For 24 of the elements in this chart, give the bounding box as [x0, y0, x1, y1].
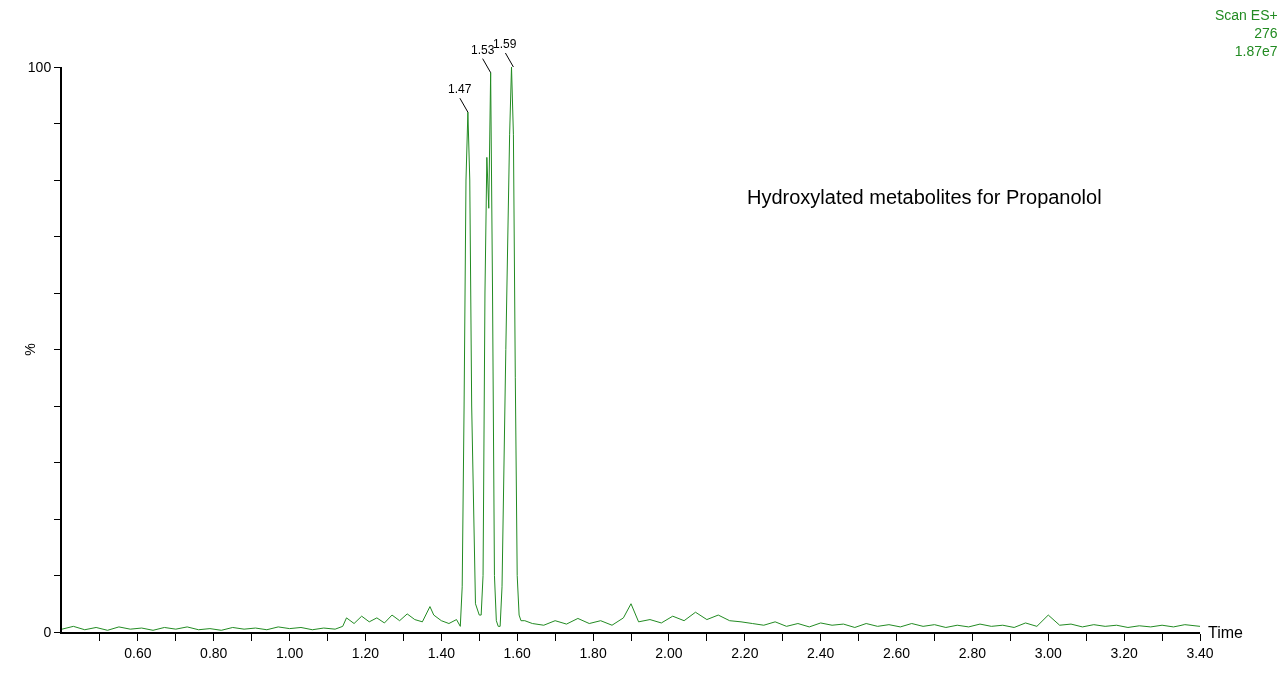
- x-tick-label: 1.80: [579, 644, 607, 661]
- x-tick-label: 3.20: [1110, 644, 1138, 661]
- text: Scan ES+ 276 1.87e7: [1215, 7, 1278, 60]
- x-tick-label: 1.00: [275, 644, 304, 661]
- y-tick-label: 0: [43, 623, 52, 640]
- x-tick-label: 0.80: [200, 644, 228, 661]
- x-axis-title: Time: [1208, 624, 1244, 641]
- x-tick-label: 0.60: [124, 644, 152, 661]
- x-tick-label: 2.20: [731, 644, 759, 661]
- x-tick-label: 2.00: [655, 644, 683, 661]
- annotation: 1.47: [448, 82, 472, 96]
- annotation: 1.59: [493, 37, 517, 51]
- x-tick-label: 3.40: [1186, 644, 1214, 661]
- x-tick-label: 3.00: [1034, 644, 1063, 661]
- x-tick-label: 1.60: [503, 644, 532, 661]
- y-tick-label: 100: [27, 58, 52, 75]
- y-axis-title: %: [21, 343, 38, 356]
- x-tick-label: 1.40: [427, 644, 456, 661]
- x-tick-label: 2.80: [958, 644, 987, 661]
- annotation: Hydroxylated metabolites for Propanolol: [747, 186, 1102, 208]
- x-tick-label: 1.20: [351, 644, 380, 661]
- x-tick-label: 2.60: [882, 644, 911, 661]
- x-tick-label: 2.40: [807, 644, 835, 661]
- annotation: 1.53: [471, 43, 495, 57]
